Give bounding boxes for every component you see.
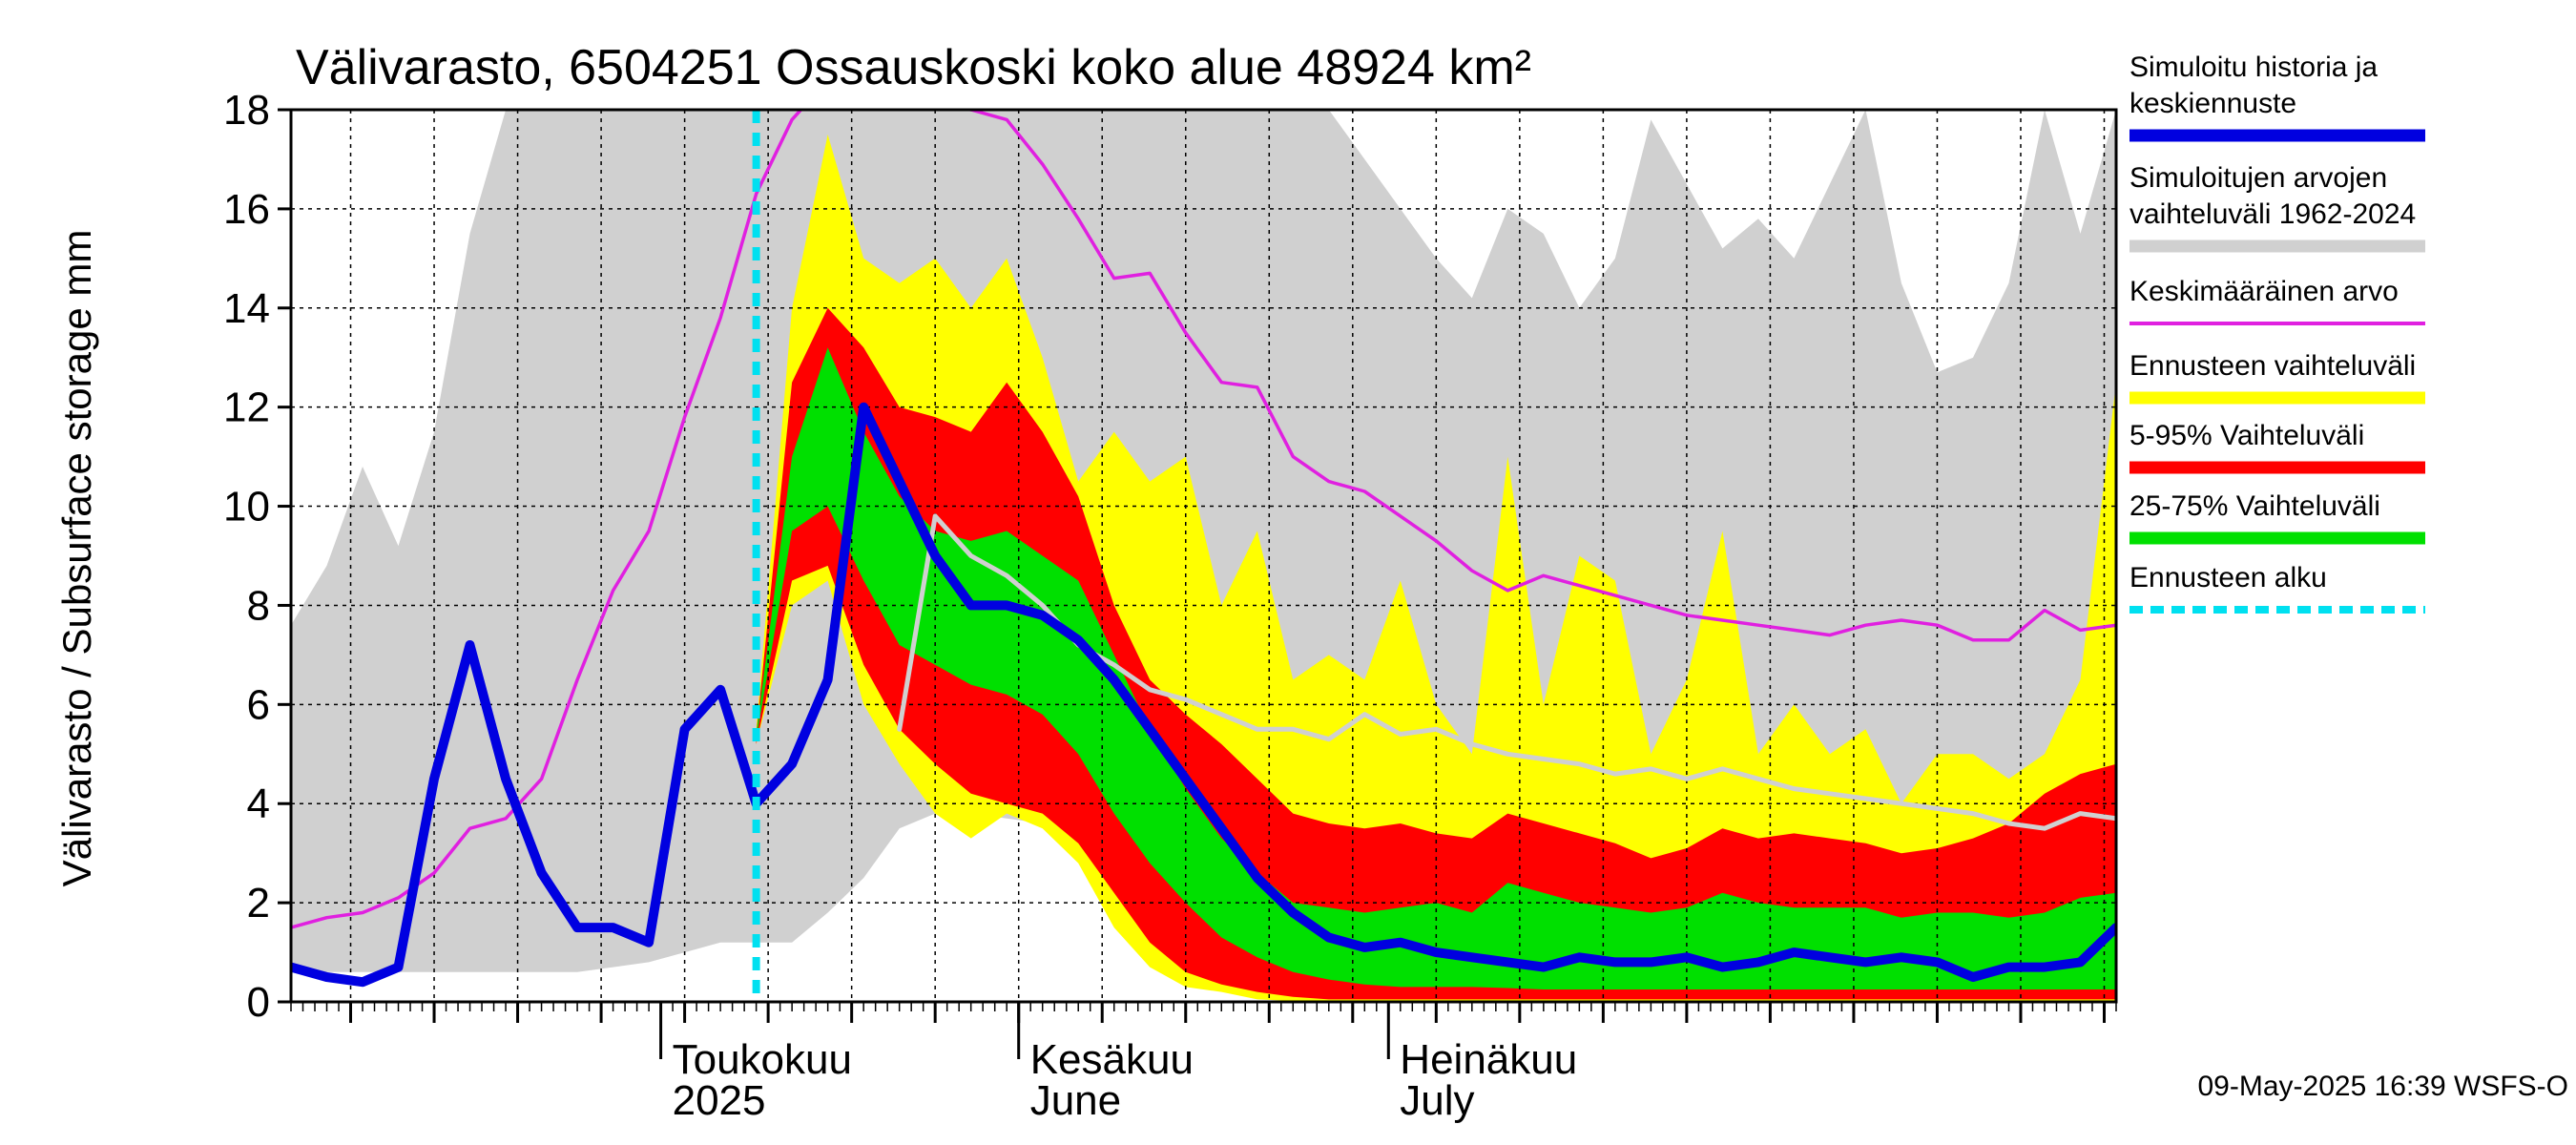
legend-label: 25-75% Vaihteluväli [2129,490,2380,522]
x-month-sublabel: 2025 [673,1077,766,1124]
x-month-label: Heinäkuu [1400,1036,1577,1083]
legend-entry: 5-95% Vaihteluväli [2129,420,2425,474]
legend-entry: 25-75% Vaihteluväli [2129,490,2425,545]
legend-entry: Ennusteen vaihteluväli [2129,350,2425,405]
legend-label: Keskimääräinen arvo [2129,276,2399,307]
legend-label: Ennusteen vaihteluväli [2129,350,2416,382]
plot-frame [289,108,2118,1004]
x-month-label: Kesäkuu [1030,1036,1194,1083]
legend-entry: Simuloitujen arvojen vaihteluväli 1962-20… [2129,162,2425,253]
legend-label-line2: keskiennuste [2129,88,2296,119]
x-month-sublabel: July [1400,1077,1474,1124]
legend-label: 5-95% Vaihteluväli [2129,420,2364,451]
y-tick-label: 4 [247,781,270,827]
legend-label: Ennusteen alku [2129,562,2327,593]
legend-label-line2: vaihteluväli 1962-2024 [2129,198,2416,230]
legend-entry: Simuloitu historia ja keskiennuste [2129,52,2425,142]
y-tick-label: 6 [247,681,270,728]
y-tick-label: 2 [247,880,270,926]
y-tick-label: 0 [247,979,270,1026]
mean-history-line [291,110,2116,929]
y-tick-label: 16 [223,186,270,233]
y-tick-label: 18 [223,87,270,134]
legend-entry: Ennusteen alku [2129,562,2425,614]
y-tick-label: 14 [223,285,270,332]
p5-95-range-area [756,307,2116,1000]
x-month-label: Toukokuu [673,1036,852,1083]
y-axis-label: Välivarasto / Subsurface storage mm [54,230,99,887]
legend-entry: Keskimääräinen arvo [2129,276,2425,325]
y-tick-label: 8 [247,582,270,629]
legend-label: Simuloitu historia ja [2129,52,2378,83]
y-tick-label: 12 [223,385,270,431]
chart-title: Välivarasto, 6504251 Ossauskoski koko al… [296,40,1531,95]
timestamp: 09-May-2025 16:39 WSFS-O [2198,1071,2569,1102]
x-month-sublabel: June [1030,1077,1121,1124]
legend-label: Simuloitujen arvojen [2129,162,2387,194]
simulated-line [291,402,2116,988]
y-tick-label: 10 [223,484,270,531]
p25-75-range-area [756,347,2116,989]
median-history-line [897,513,2116,831]
